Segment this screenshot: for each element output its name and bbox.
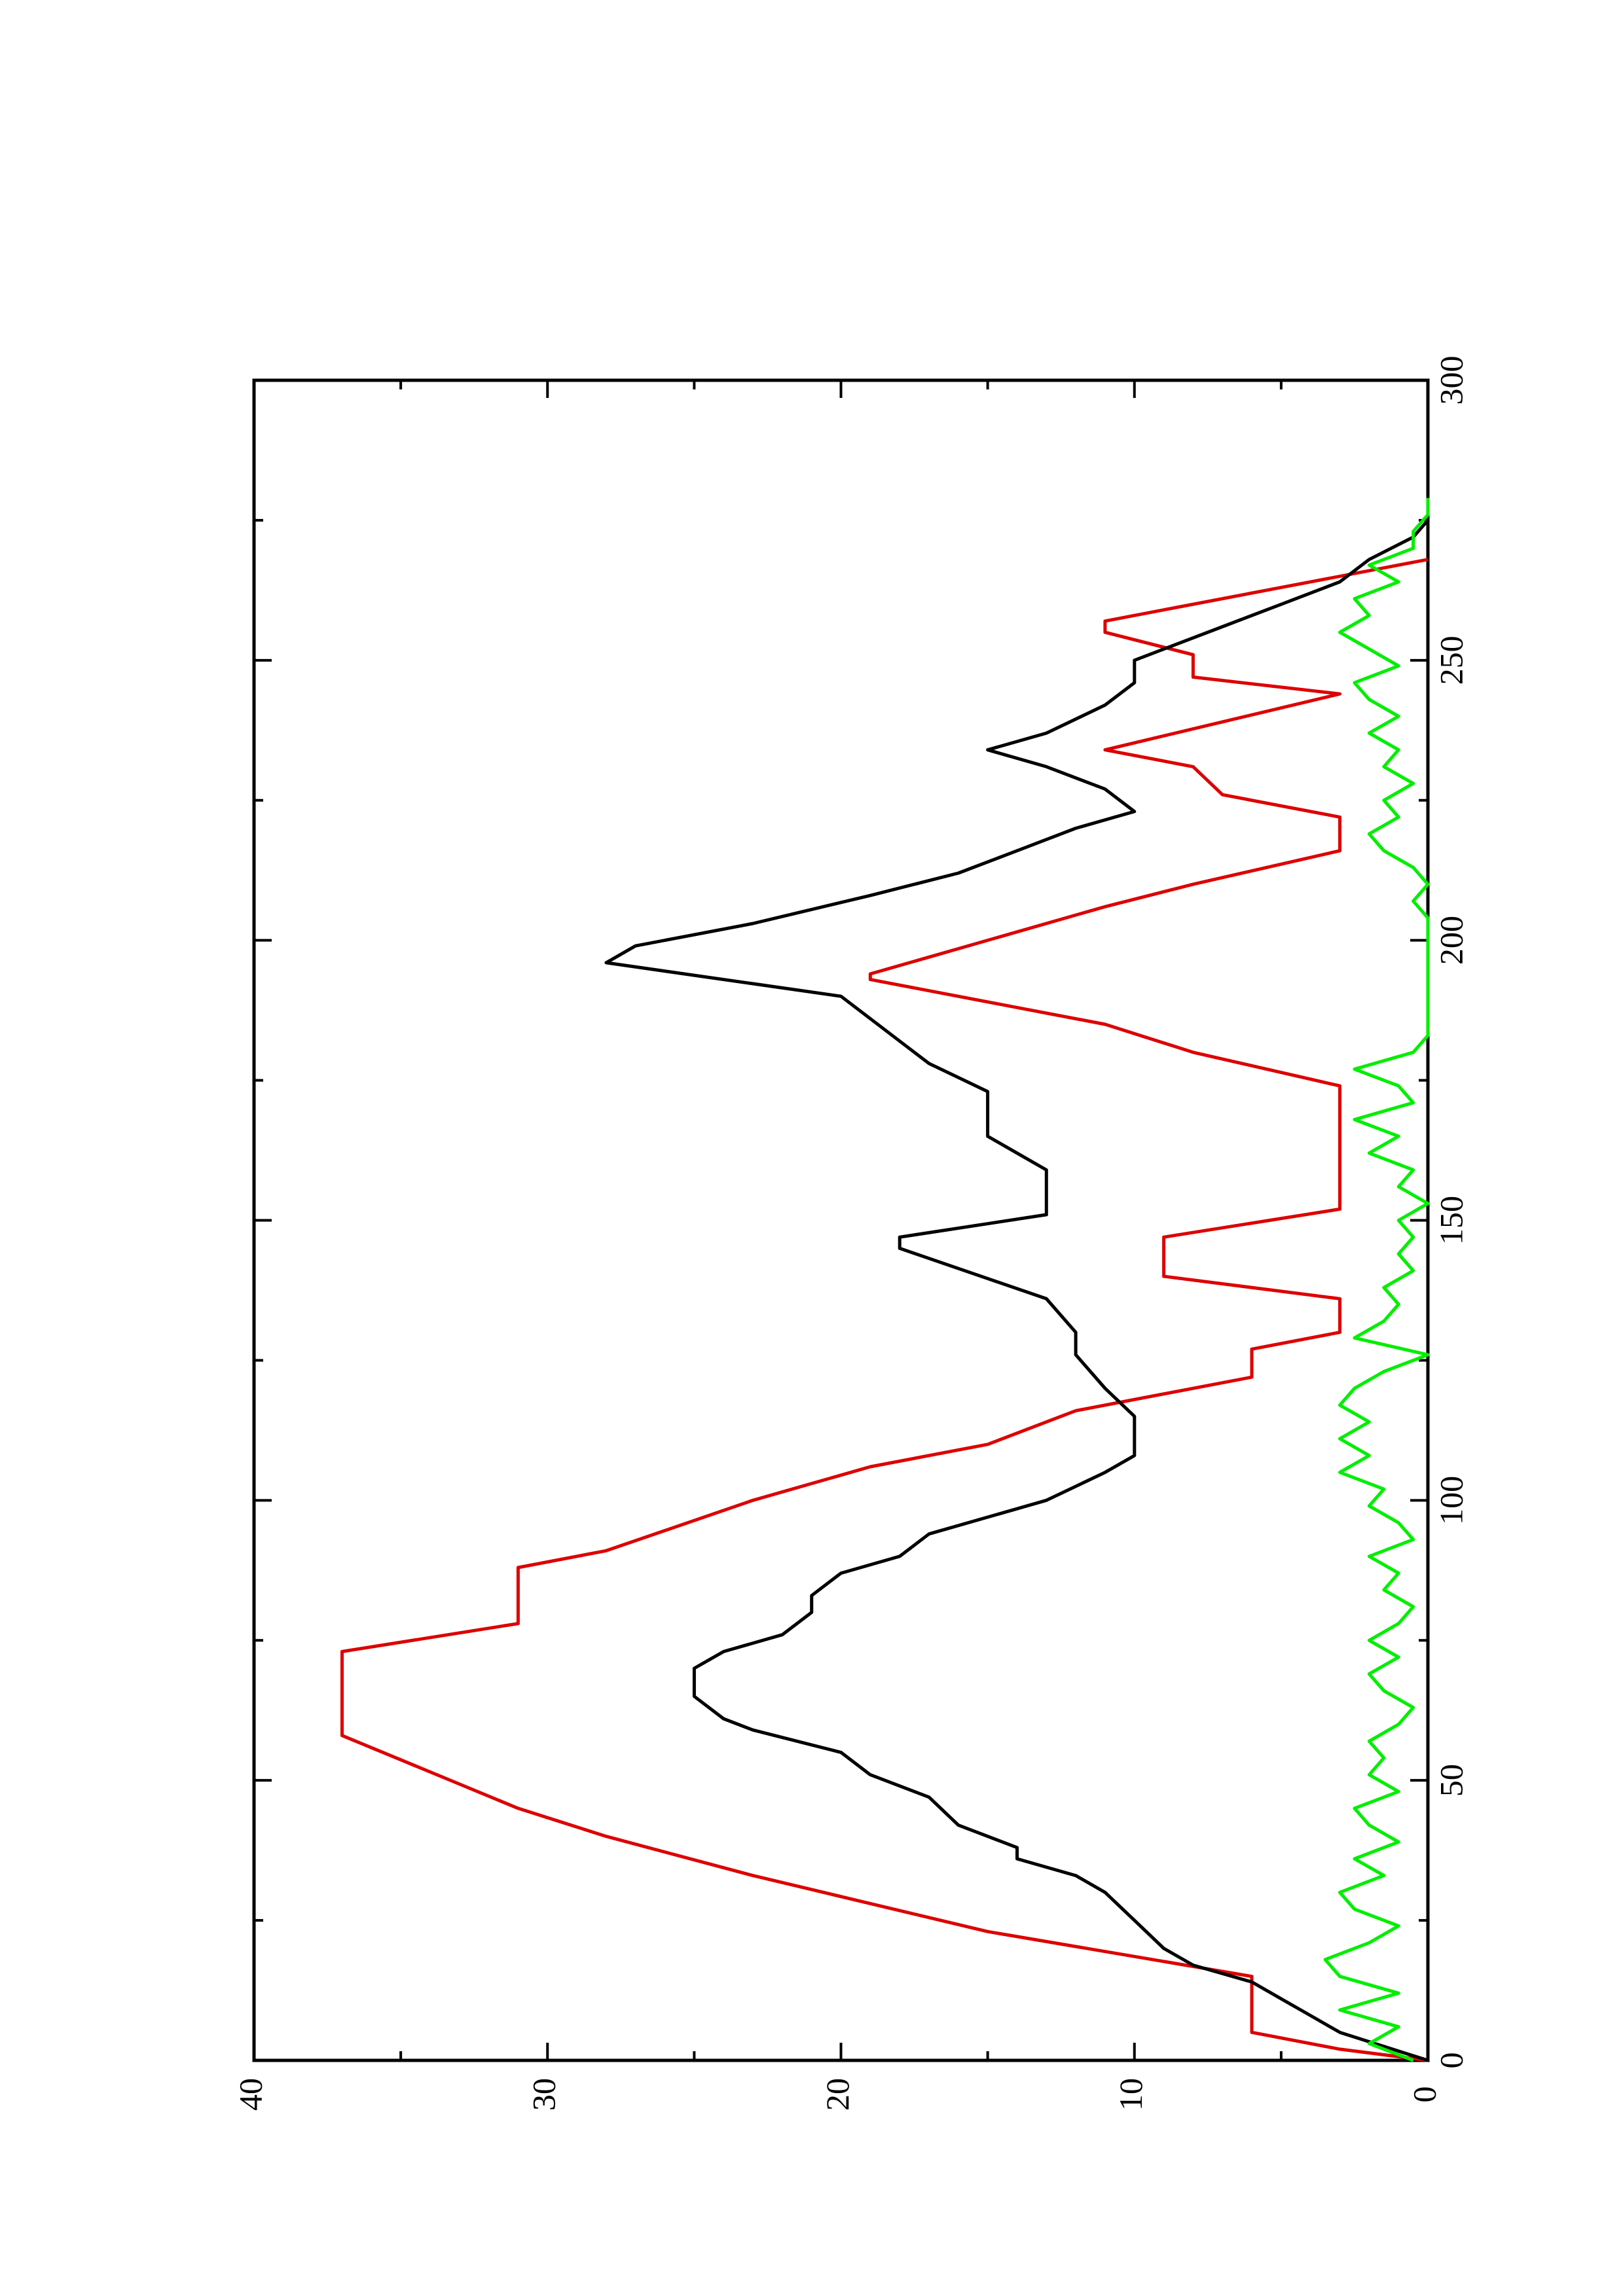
data-line — [604, 492, 1430, 2062]
x-tick-label: 250 — [1432, 636, 1469, 685]
x-tick-label: 300 — [1432, 356, 1469, 405]
x-tick-label: 50 — [1432, 1764, 1469, 1797]
y-tick-label: 10 — [1112, 2078, 1149, 2111]
data-line — [1323, 497, 1430, 2062]
y-tick-label: 40 — [232, 2078, 268, 2111]
y-tick-label: 30 — [526, 2078, 562, 2111]
y-tick-label: 0 — [1406, 2087, 1442, 2103]
plot-frame — [252, 378, 1430, 2062]
data-line — [340, 558, 1429, 2062]
x-tick-label: 0 — [1432, 2053, 1469, 2069]
x-tick-label: 150 — [1432, 1196, 1469, 1245]
y-tick-label: 20 — [819, 2078, 856, 2111]
x-tick-label: 100 — [1432, 1476, 1469, 1525]
x-tick-label: 200 — [1432, 916, 1469, 965]
